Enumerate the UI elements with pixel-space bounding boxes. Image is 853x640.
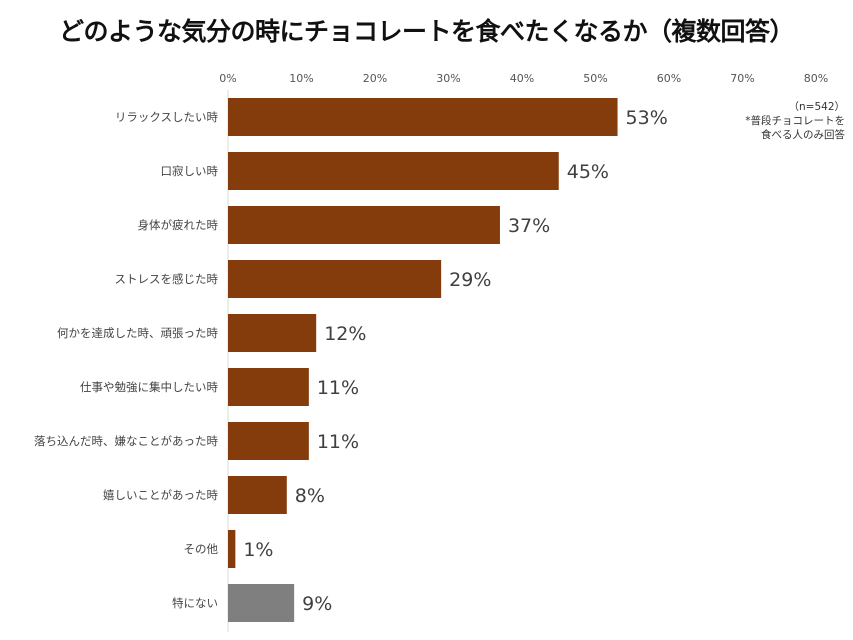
x-tick-label: 30% — [436, 72, 460, 85]
note-line: （n=542） — [788, 101, 846, 113]
chart-title: どのような気分の時にチョコレートを食べたくなるか（複数回答） — [58, 17, 795, 46]
x-tick-label: 10% — [289, 72, 313, 85]
bar — [228, 314, 317, 352]
category-label: 何かを達成した時、頑張った時 — [57, 326, 218, 340]
x-tick-label: 20% — [363, 72, 387, 85]
bar — [228, 152, 559, 190]
x-tick-label: 40% — [510, 72, 534, 85]
bar — [228, 584, 295, 622]
x-tick-label: 80% — [804, 72, 828, 85]
category-label: 口寂しい時 — [161, 164, 219, 178]
bar — [228, 98, 618, 136]
bar — [228, 476, 287, 514]
data-label: 11% — [317, 377, 359, 399]
data-label: 11% — [317, 431, 359, 453]
bar — [228, 422, 309, 460]
x-tick-label: 50% — [583, 72, 607, 85]
category-label: ストレスを感じた時 — [115, 272, 219, 286]
data-label: 53% — [626, 107, 668, 129]
data-label: 12% — [324, 323, 366, 345]
data-label: 1% — [243, 539, 273, 561]
x-tick-label: 0% — [219, 72, 236, 85]
bar — [228, 368, 309, 406]
bar — [228, 260, 442, 298]
x-tick-label: 60% — [657, 72, 681, 85]
note-line: 食べる人のみ回答 — [761, 129, 845, 141]
note-line: *普段チョコレートを — [745, 115, 845, 127]
bar — [228, 530, 236, 568]
category-label: 仕事や勉強に集中したい時 — [80, 380, 218, 394]
sample-note: （n=542） *普段チョコレートを 食べる人のみ回答 — [745, 100, 845, 142]
category-label: その他 — [184, 542, 219, 556]
category-label: 落ち込んだ時、嫌なことがあった時 — [34, 434, 218, 448]
category-label: 身体が疲れた時 — [138, 218, 219, 232]
category-label: 特にない — [172, 596, 218, 610]
category-label: 嬉しいことがあった時 — [103, 488, 218, 502]
category-label: リラックスしたい時 — [115, 110, 219, 124]
data-label: 37% — [508, 215, 550, 237]
bar — [228, 206, 500, 244]
data-label: 9% — [302, 593, 332, 615]
data-label: 45% — [567, 161, 609, 183]
data-label: 8% — [295, 485, 325, 507]
x-tick-label: 70% — [730, 72, 754, 85]
data-label: 29% — [449, 269, 491, 291]
